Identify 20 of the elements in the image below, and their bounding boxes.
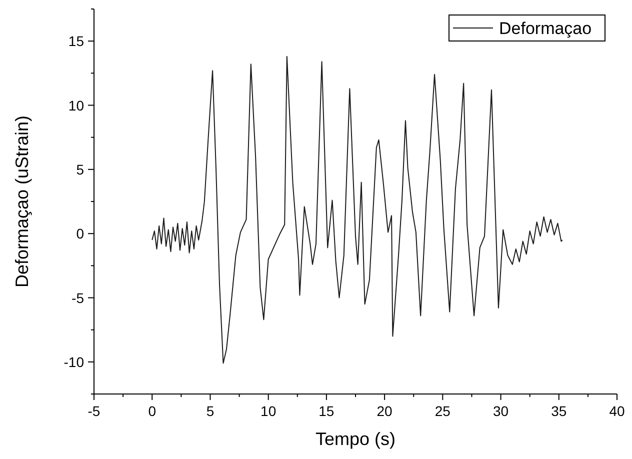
x-axis-title: Tempo (s) xyxy=(315,429,396,449)
x-tick-label: 25 xyxy=(434,403,451,419)
y-tick-label: 5 xyxy=(76,161,84,178)
x-tick-label: 30 xyxy=(492,403,509,419)
y-tick-label: 0 xyxy=(76,226,84,242)
x-tick-label: 10 xyxy=(260,403,276,419)
y-tick-label: -5 xyxy=(72,290,84,306)
x-tick-label: 20 xyxy=(376,403,393,419)
y-axis-title: Deformaçao (uStrain) xyxy=(12,115,32,288)
x-tick-label: 0 xyxy=(148,403,156,419)
y-tick-label: 15 xyxy=(68,33,84,50)
x-tick-label: -5 xyxy=(88,403,100,419)
x-tick-label: 40 xyxy=(609,403,625,419)
line-series xyxy=(152,56,563,364)
y-tick-label: 10 xyxy=(68,97,84,114)
y-tick-label: -10 xyxy=(64,354,84,370)
x-tick-label: 15 xyxy=(318,403,334,419)
x-tick-label: 5 xyxy=(206,403,214,419)
x-tick-label: 35 xyxy=(551,403,567,419)
legend-label: Deformaçao xyxy=(499,19,592,38)
